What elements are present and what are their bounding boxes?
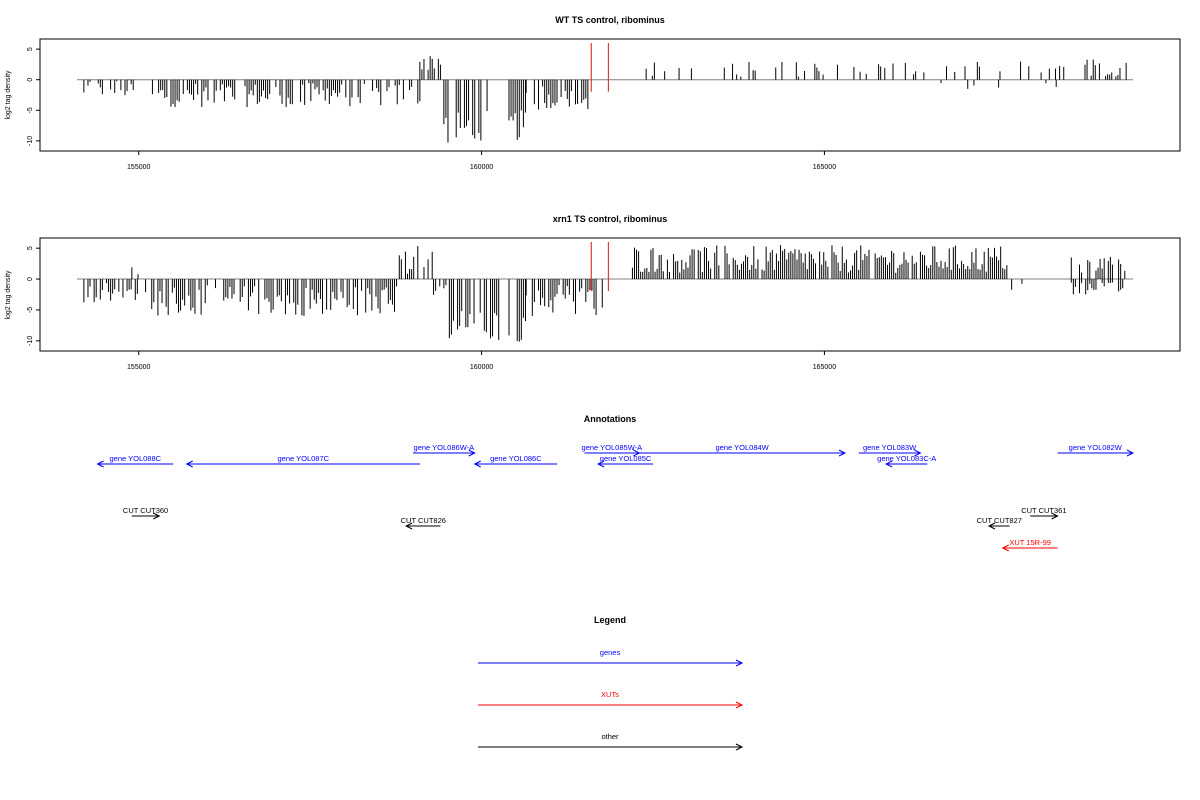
arrow-head: [468, 449, 476, 457]
x-tick-label: 155000: [127, 164, 150, 171]
annotation-label: gene YOL086C: [490, 454, 542, 463]
arrow-head: [405, 522, 413, 530]
annotation-feature: XUT 15R-99: [1001, 538, 1058, 552]
annotation-label: gene YOL084W: [716, 443, 770, 452]
annotation-label: gene YOL082W: [1069, 443, 1123, 452]
annotation-label: gene YOL087C: [277, 454, 329, 463]
arrow-head: [473, 460, 481, 468]
annotation-feature: CUT CUT826: [401, 516, 446, 530]
y-tick-label: -10: [27, 336, 34, 346]
x-tick-label: 165000: [813, 164, 836, 171]
y-tick-label: 5: [27, 246, 34, 250]
annotations-title: Annotations: [584, 414, 637, 424]
arrow-head: [987, 522, 996, 530]
arrow-head: [735, 659, 744, 667]
x-tick-label: 155000: [127, 364, 150, 371]
annotation-label: gene YOL083C-A: [877, 454, 936, 463]
annotation-feature: gene YOL084W: [639, 443, 847, 457]
annotation-items: gene YOL088C gene YOL087C gene YOL086W-A ge…: [96, 443, 1135, 552]
arrow-head: [597, 460, 605, 468]
y-tick-label: 0: [27, 277, 34, 281]
arrow-head: [735, 701, 744, 709]
y-tick-label: -5: [27, 107, 34, 113]
legend-label: genes: [600, 648, 621, 657]
x-tick-label: 165000: [813, 364, 836, 371]
annotation-label: gene YOL085C: [600, 454, 652, 463]
annotation-feature: gene YOL083C-A: [877, 454, 936, 468]
xrn1-axes: 155000 160000 165000 5 0 -5 -10: [27, 246, 836, 371]
legend-label: other: [601, 732, 619, 741]
legend-entry: genes: [478, 648, 744, 667]
wt-y-axis-label: log2 tag density: [5, 70, 12, 120]
arrow-head: [185, 460, 193, 468]
y-tick-label: 5: [27, 47, 34, 51]
annotation-label: gene YOL083W: [863, 443, 917, 452]
arrow-head: [1051, 512, 1059, 520]
arrow-head: [914, 449, 922, 457]
annotation-label: gene YOL086W-A: [414, 443, 475, 452]
y-tick-label: -5: [27, 307, 34, 313]
xrn1-bars: [77, 245, 1133, 342]
arrow-head: [96, 460, 104, 468]
wt-marker-lines: [590, 43, 610, 92]
annotation-label: CUT CUT361: [1021, 506, 1066, 515]
annotation-feature: CUT CUT827: [977, 516, 1022, 530]
legend-items: genes XUTs other: [478, 648, 744, 751]
xrn1-track-panel: xrn1 TS control, ribominus log2 tag dens…: [5, 214, 1181, 371]
annotation-label: gene YOL085W-A: [582, 443, 643, 452]
annotation-feature: CUT CUT360: [123, 506, 168, 520]
wt-bars: [77, 56, 1133, 143]
annotation-feature: gene YOL083W: [858, 443, 922, 457]
annotation-feature: gene YOL086W-A: [413, 443, 476, 457]
wt-track-title: WT TS control, ribominus: [555, 15, 665, 25]
annotations-panel: Annotations gene YOL088C gene YOL087Cgene…: [96, 414, 1135, 552]
legend-entry: other: [478, 732, 744, 751]
legend-entry: XUTs: [478, 690, 744, 709]
arrow-head: [153, 512, 161, 520]
arrow-head: [1001, 544, 1009, 552]
arrow-head: [885, 460, 893, 468]
annotation-feature: gene YOL085C: [597, 454, 653, 468]
xrn1-y-axis-label: log2 tag density: [5, 270, 12, 320]
annotation-feature: gene YOL087C: [185, 454, 420, 468]
legend-panel: Legend genes XUTs other: [478, 615, 744, 751]
annotation-feature: CUT CUT361: [1021, 506, 1067, 520]
wt-plot-frame: [39, 38, 1181, 152]
annotation-label: CUT CUT360: [123, 506, 168, 515]
arrow-head: [735, 743, 744, 751]
y-tick-label: -10: [27, 136, 34, 146]
wt-track-panel: WT TS control, ribominus log2 tag densit…: [5, 15, 1181, 171]
xrn1-plot-frame: [39, 237, 1181, 352]
annotation-feature: gene YOL088C: [96, 454, 173, 468]
annotation-label: gene YOL088C: [109, 454, 161, 463]
annotation-label: CUT CUT826: [401, 516, 446, 525]
x-tick-label: 160000: [470, 164, 493, 171]
xrn1-marker-lines: [590, 242, 610, 292]
wt-axes: 155000 160000 165000 5 0 -5 -10: [27, 47, 836, 171]
arrow-head: [838, 449, 847, 457]
legend-title: Legend: [594, 615, 626, 625]
x-tick-label: 160000: [470, 364, 493, 371]
arrow-head: [1126, 449, 1135, 457]
legend-label: XUTs: [601, 690, 619, 699]
annotation-label: XUT 15R-99: [1009, 538, 1051, 547]
y-tick-label: 0: [27, 78, 34, 82]
annotation-feature: gene YOL086C: [473, 454, 557, 468]
xrn1-track-title: xrn1 TS control, ribominus: [553, 214, 668, 224]
annotation-feature: gene YOL082W: [1057, 443, 1135, 457]
annotation-label: CUT CUT827: [977, 516, 1022, 525]
